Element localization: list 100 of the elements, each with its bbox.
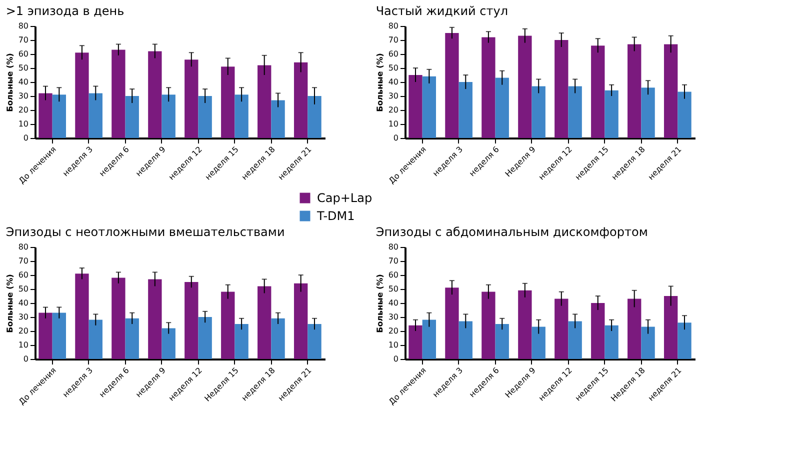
- chart-title: Частый жидкий стул: [376, 4, 508, 18]
- bar: [271, 318, 285, 359]
- bar: [554, 298, 568, 359]
- y-tick-label: 40: [18, 298, 28, 308]
- y-tick-label: 60: [388, 270, 398, 280]
- bar: [112, 50, 126, 138]
- y-tick-label: 0: [393, 354, 398, 364]
- bar: [482, 292, 496, 359]
- bar: [458, 321, 472, 359]
- y-tick-label: 70: [18, 256, 28, 266]
- y-tick-label: 60: [18, 50, 28, 58]
- bar: [678, 322, 692, 359]
- bar: [422, 76, 436, 138]
- chart-title: >1 эпизода в день: [6, 4, 124, 18]
- bar: [458, 82, 472, 138]
- bar: [88, 93, 102, 138]
- bar: [234, 94, 248, 138]
- bar: [234, 324, 248, 359]
- y-tick-label: 50: [18, 64, 28, 72]
- y-tick-label: 40: [388, 298, 398, 308]
- bar: [664, 44, 678, 138]
- y-tick-label: 40: [18, 78, 28, 86]
- bar: [308, 324, 322, 359]
- y-tick-label: 80: [388, 22, 398, 30]
- bar: [518, 290, 532, 359]
- y-tick-label: 40: [388, 78, 398, 86]
- bar: [75, 52, 89, 138]
- y-axis-title: Больные (%): [5, 274, 14, 333]
- y-tick-label: 50: [388, 64, 398, 72]
- y-axis-title: Больные (%): [375, 274, 384, 333]
- bar: [271, 100, 285, 138]
- y-tick-label: 0: [23, 134, 28, 142]
- y-tick-label: 50: [18, 284, 28, 294]
- bar: [591, 303, 605, 359]
- bar: [258, 65, 272, 138]
- bar: [162, 94, 176, 138]
- bar: [112, 278, 126, 359]
- y-tick-label: 10: [18, 120, 28, 128]
- bar: [294, 283, 308, 359]
- bar: [445, 33, 459, 138]
- bar: [75, 274, 89, 359]
- y-tick-label: 50: [388, 284, 398, 294]
- bar: [258, 286, 272, 359]
- bar: [38, 93, 52, 138]
- bar: [88, 320, 102, 359]
- bar: [568, 86, 582, 138]
- y-tick-label: 10: [388, 120, 398, 128]
- y-tick-label: 10: [18, 340, 28, 350]
- y-axis-title: Больные (%): [375, 53, 384, 112]
- bar: [38, 312, 52, 359]
- bar: [554, 40, 568, 138]
- y-tick-label: 70: [18, 36, 28, 44]
- bar: [198, 317, 212, 359]
- y-tick-label: 30: [388, 92, 398, 100]
- bar: [52, 312, 66, 359]
- bar: [641, 326, 655, 359]
- y-tick-label: 0: [393, 134, 398, 142]
- bar: [604, 325, 618, 359]
- bar: [628, 298, 642, 359]
- chart-title: Эпизоды с абдоминальным дискомфортом: [376, 225, 648, 239]
- bar: [125, 96, 139, 138]
- bar: [184, 282, 198, 359]
- bar: [148, 279, 162, 359]
- bar: [532, 326, 546, 359]
- y-tick-label: 80: [18, 22, 28, 30]
- bar: [184, 60, 198, 138]
- bar: [518, 36, 532, 138]
- y-tick-label: 70: [388, 256, 398, 266]
- bar: [162, 328, 176, 359]
- y-tick-label: 80: [388, 242, 398, 252]
- bar: [408, 325, 422, 359]
- y-tick-label: 0: [23, 354, 28, 364]
- bar: [308, 96, 322, 138]
- bar: [445, 288, 459, 359]
- bar: [125, 318, 139, 359]
- bar: [495, 78, 509, 138]
- bar: [591, 46, 605, 138]
- y-tick-label: 60: [388, 50, 398, 58]
- y-tick-label: 60: [18, 270, 28, 280]
- bar: [628, 44, 642, 138]
- bar: [641, 88, 655, 138]
- bar: [221, 292, 235, 359]
- y-tick-label: 30: [18, 92, 28, 100]
- legend-label: Cap+Lap: [317, 191, 372, 205]
- y-tick-label: 20: [388, 106, 398, 114]
- bar: [495, 324, 509, 359]
- bar: [148, 51, 162, 138]
- bar: [422, 320, 436, 359]
- bar: [678, 92, 692, 138]
- y-tick-label: 80: [18, 242, 28, 252]
- bar: [532, 86, 546, 138]
- bar: [52, 94, 66, 138]
- chart-title: Эпизоды с неотложными вмешательствами: [6, 225, 285, 239]
- y-tick-label: 20: [388, 326, 398, 336]
- bar: [604, 90, 618, 138]
- bar: [664, 296, 678, 359]
- y-tick-label: 10: [388, 340, 398, 350]
- y-tick-label: 70: [388, 36, 398, 44]
- bar: [294, 62, 308, 138]
- bar: [221, 66, 235, 138]
